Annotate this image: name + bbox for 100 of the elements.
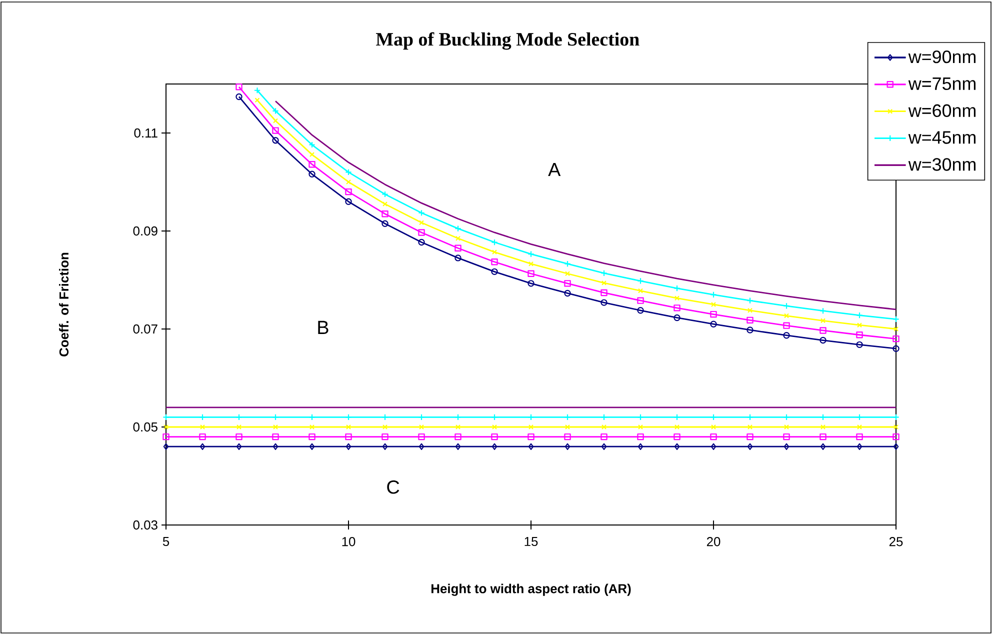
point [710,414,717,421]
point [820,433,826,440]
point [308,141,316,148]
point [528,414,534,421]
point [528,250,534,258]
point [528,433,534,440]
chart-title: Map of Buckling Mode Selection [376,32,640,50]
y-tick-label: 0.03 [133,520,158,530]
point [418,443,424,450]
point [638,443,644,450]
point [345,168,352,176]
point [272,443,278,450]
point [856,341,863,348]
point [820,424,826,430]
point [272,414,279,421]
point [784,424,790,430]
point [564,414,571,421]
point [637,433,644,440]
point [272,136,279,144]
point [308,414,316,421]
point [601,443,607,450]
point [236,84,242,90]
point [746,414,754,421]
point [382,424,388,430]
point [272,424,278,430]
point [600,299,608,306]
point [418,424,424,430]
point [492,250,498,255]
point [856,322,862,328]
point [308,161,316,168]
point [710,433,717,440]
point [491,433,498,440]
point [382,443,388,450]
point [418,210,425,216]
point [674,424,680,430]
point [382,202,388,207]
point [564,424,570,430]
point [638,288,644,294]
point [309,443,315,450]
point [454,244,462,252]
point [637,278,644,284]
point [674,304,680,312]
point [382,414,388,421]
point [856,443,862,450]
x-tick-label: 10 [342,537,356,546]
point [455,236,461,241]
point [600,414,608,421]
y-tick-label: 0.09 [133,226,158,236]
point [856,332,863,338]
y-tick-label: 0.11 [134,128,158,138]
point [528,270,534,277]
point [747,308,753,313]
point [236,424,242,430]
point [528,443,534,450]
point [856,424,862,430]
x-tick-label: 25 [889,537,903,546]
point [710,320,717,328]
point [820,336,826,344]
point [345,188,352,196]
point [418,433,425,440]
point [820,318,826,324]
point [710,310,717,318]
point [491,414,498,421]
point [162,433,170,440]
point [454,254,462,262]
point [382,210,388,218]
point [600,289,608,296]
point [272,433,279,440]
y-tick-label: 0.05 [133,422,158,432]
point [346,179,352,185]
point [746,433,754,440]
point [199,433,206,440]
point [856,312,863,319]
point [382,190,388,198]
point [308,170,316,178]
point [345,433,352,440]
point [674,296,680,301]
point [309,152,315,158]
point [564,443,570,450]
point [272,108,279,114]
point [746,297,754,304]
point [454,414,462,421]
legend-label: w=30nm [908,158,976,171]
point [784,313,790,318]
point [528,280,534,287]
point [746,326,754,334]
point [418,414,425,421]
point [272,118,278,124]
point [454,225,462,232]
point [236,443,242,450]
annotation: B [318,320,328,334]
point [710,302,716,308]
point [346,424,352,430]
point [528,424,534,430]
point [564,433,571,440]
x-axis-title: Height to width aspect ratio (AR) [431,584,631,596]
point [454,433,462,440]
point [674,414,680,421]
point [710,443,716,450]
point [272,127,279,134]
